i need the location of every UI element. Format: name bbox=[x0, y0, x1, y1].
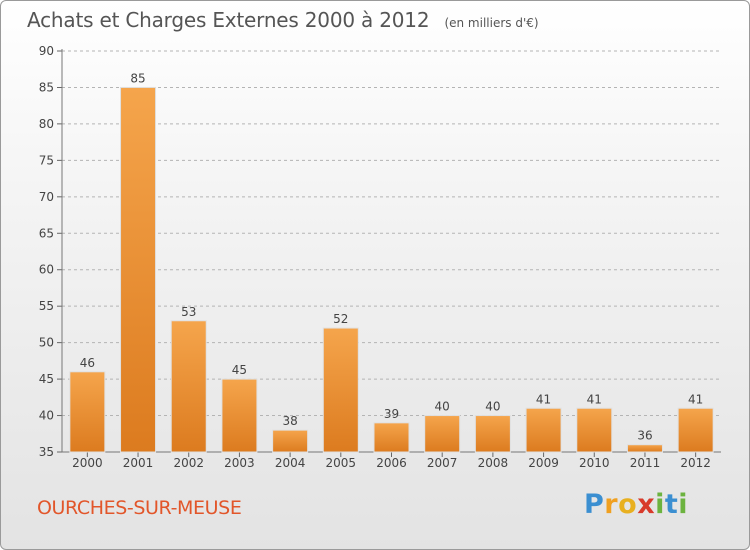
x-tick-label-2000: 2000 bbox=[72, 456, 103, 470]
data-labels: 46 85 53 45 38 52 39 40 40 41 41 36 41 bbox=[80, 71, 704, 442]
data-label-2012: 41 bbox=[688, 392, 703, 406]
data-label-2003: 45 bbox=[232, 363, 247, 377]
y-tick-labels: 35 40 45 50 55 60 65 70 75 80 85 90 bbox=[39, 44, 54, 459]
x-tick-label-2010: 2010 bbox=[579, 456, 610, 470]
bar-2011 bbox=[626, 444, 663, 453]
bar-2002 bbox=[170, 320, 207, 453]
x-tick-label-2011: 2011 bbox=[630, 456, 661, 470]
x-tick-label-2004: 2004 bbox=[275, 456, 306, 470]
chart-title: Achats et Charges Externes 2000 à 2012 bbox=[27, 8, 430, 32]
data-label-2008: 40 bbox=[485, 400, 500, 414]
x-tick-label-2007: 2007 bbox=[427, 456, 458, 470]
x-tick-label-2006: 2006 bbox=[376, 456, 407, 470]
data-label-2011: 36 bbox=[637, 429, 652, 443]
y-tick-label: 45 bbox=[39, 372, 54, 386]
data-label-2000: 46 bbox=[80, 356, 95, 370]
y-tick-label: 35 bbox=[39, 445, 54, 459]
data-label-2009: 41 bbox=[536, 392, 551, 406]
y-tick-label: 85 bbox=[39, 80, 54, 94]
bar-2009 bbox=[525, 407, 562, 453]
x-tick-label-2001: 2001 bbox=[123, 456, 154, 470]
chart-unit: (en milliers d'€) bbox=[444, 16, 539, 30]
data-label-2007: 40 bbox=[435, 400, 450, 414]
bar-2006 bbox=[373, 422, 410, 453]
bar-2012 bbox=[677, 407, 714, 453]
data-label-2001: 85 bbox=[130, 71, 145, 85]
bar-2007 bbox=[424, 415, 461, 453]
grid-lines bbox=[62, 50, 721, 417]
x-tick-label-2008: 2008 bbox=[478, 456, 509, 470]
bar-2004 bbox=[272, 429, 309, 453]
data-label-2004: 38 bbox=[282, 414, 297, 428]
y-tick-label: 75 bbox=[39, 153, 54, 167]
y-tick-label: 40 bbox=[39, 409, 54, 423]
bar-2008 bbox=[474, 415, 511, 453]
bar-2001 bbox=[120, 86, 157, 453]
y-tick-label: 60 bbox=[39, 263, 54, 277]
commune-name: OURCHES-SUR-MEUSE bbox=[37, 497, 242, 519]
data-label-2002: 53 bbox=[181, 305, 196, 319]
x-tick-label-2009: 2009 bbox=[528, 456, 559, 470]
y-tick-label: 65 bbox=[39, 226, 54, 240]
data-label-2010: 41 bbox=[587, 392, 602, 406]
x-tick-label-2002: 2002 bbox=[173, 456, 204, 470]
data-label-2006: 39 bbox=[384, 407, 399, 421]
title-row: Achats et Charges Externes 2000 à 2012 (… bbox=[27, 8, 539, 32]
bars bbox=[69, 86, 714, 453]
y-tick-label: 55 bbox=[39, 299, 54, 313]
bar-2010 bbox=[576, 407, 613, 453]
x-tick-label-2012: 2012 bbox=[680, 456, 711, 470]
x-tick-label-2003: 2003 bbox=[224, 456, 255, 470]
data-label-2005: 52 bbox=[333, 312, 348, 326]
bar-2005 bbox=[322, 327, 359, 453]
y-tick-label: 80 bbox=[39, 117, 54, 131]
bar-2000 bbox=[69, 371, 106, 453]
y-tick-label: 70 bbox=[39, 190, 54, 204]
x-tick-labels: 2000 2001 2002 2003 2004 2005 2006 2007 2008 2009… bbox=[72, 456, 711, 470]
y-tick-label: 50 bbox=[39, 336, 54, 350]
x-tick-label-2005: 2005 bbox=[326, 456, 357, 470]
proxiti-logo: Proxiti bbox=[584, 489, 689, 520]
axes bbox=[57, 49, 721, 457]
bar-2003 bbox=[221, 378, 258, 453]
y-tick-label: 90 bbox=[39, 44, 54, 58]
